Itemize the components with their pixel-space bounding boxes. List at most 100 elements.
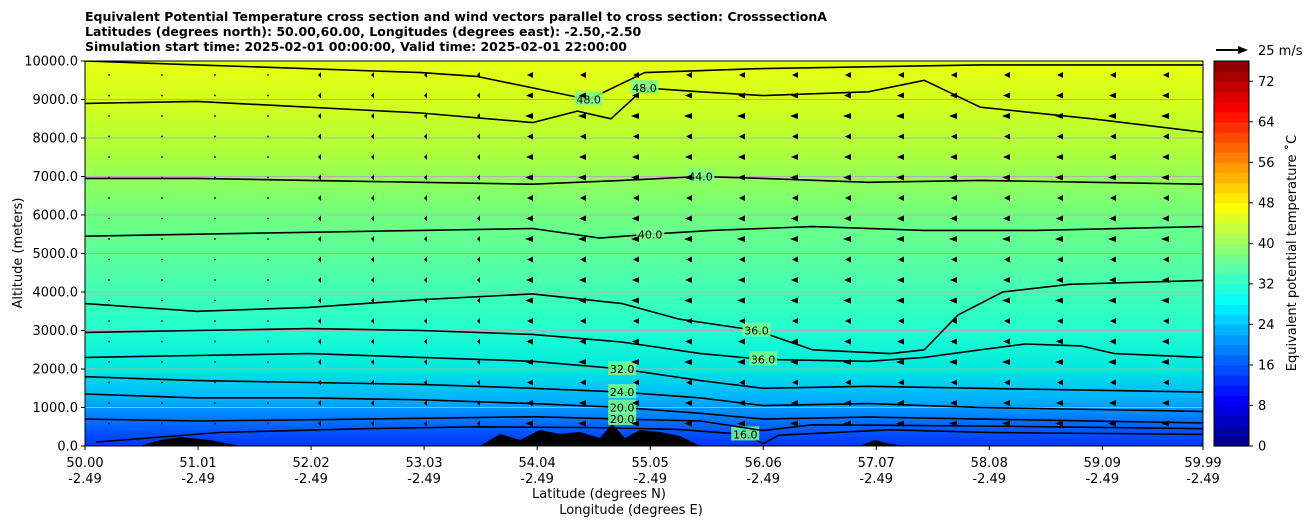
wind-vector (1163, 72, 1169, 78)
x-tick-label-lat: 55.05 (632, 456, 669, 471)
wind-vector (108, 238, 110, 240)
wind-vector (424, 174, 427, 181)
colorbar-band (1214, 212, 1249, 224)
colorbar-band (1214, 121, 1249, 133)
isentrope-label-bg (731, 426, 760, 441)
colorbar-band (1214, 334, 1249, 346)
wind-vector (477, 420, 480, 427)
wind-vector (845, 256, 851, 263)
wind-vector (424, 277, 427, 283)
wind-vector (633, 256, 639, 263)
wind-vector (685, 215, 692, 222)
isentrope-label: 48.0 (632, 82, 657, 95)
wind-vector (951, 318, 957, 324)
wind-vector (579, 92, 586, 99)
colorbar-band (1214, 61, 1249, 72)
colorbar-band (1214, 354, 1249, 366)
colorbar-band (1214, 131, 1249, 143)
wind-vector (477, 297, 480, 304)
wind-vector (161, 258, 163, 261)
colorbar-band (1214, 435, 1249, 447)
wind-vector (318, 338, 321, 345)
wind-vector (1003, 400, 1010, 406)
wind-vector (424, 133, 427, 140)
wind-vector (161, 279, 163, 281)
wind-vector (684, 359, 692, 365)
wind-vector (633, 318, 639, 324)
wind-vector (949, 420, 957, 427)
wind-vector (267, 340, 269, 343)
wind-vector (1110, 318, 1116, 324)
wind-vector (1002, 420, 1010, 427)
colorbar-band (1214, 253, 1249, 265)
wind-vector (1163, 195, 1169, 201)
wind-vector (684, 236, 692, 242)
wind-vector (1003, 215, 1010, 222)
wind-vector (686, 256, 692, 263)
wind-vector (898, 256, 904, 263)
y-tick-label: 2000.0 (33, 363, 79, 378)
wind-vector (318, 174, 321, 181)
wind-vector (896, 297, 904, 304)
wind-vector (108, 258, 110, 261)
wind-vector (896, 236, 904, 242)
wind-vector (951, 195, 957, 201)
wind-vector (214, 197, 216, 199)
wind-vector (214, 217, 216, 220)
wind-vector (950, 215, 957, 222)
colorbar-band (1214, 142, 1249, 153)
colorbar-band (1214, 304, 1249, 315)
wind-vector (898, 318, 904, 324)
wind-vector (1002, 174, 1010, 181)
wind-vector (1162, 277, 1169, 283)
wind-vector (1056, 338, 1063, 345)
wind-vector (1056, 277, 1063, 283)
isentrope-label-bg (749, 351, 778, 366)
wind-vector (632, 92, 639, 99)
wind-vector (897, 338, 904, 345)
wind-vector (737, 236, 745, 242)
wind-vector (791, 277, 798, 283)
wind-vector (108, 156, 110, 158)
wind-vector (267, 258, 269, 261)
wind-vector (161, 299, 163, 302)
wind-vector (1056, 92, 1063, 99)
wind-vector (1162, 215, 1169, 222)
wind-vector (1004, 256, 1010, 263)
colorbar-band (1214, 172, 1249, 184)
wind-vector (371, 92, 374, 99)
wind-vector (214, 258, 216, 261)
wind-vector (108, 299, 110, 302)
wind-vector (161, 402, 163, 404)
wind-vector (1004, 379, 1010, 386)
colorbar-band (1214, 71, 1249, 82)
wind-vector (580, 318, 586, 324)
wind-vector (790, 420, 798, 427)
wind-vector (267, 176, 269, 179)
wind-vector (477, 379, 480, 386)
wind-vector (791, 338, 798, 345)
wind-vector (844, 277, 851, 283)
title-line-1: Equivalent Potential Temperature cross s… (85, 9, 827, 24)
isentrope-label: 16.0 (733, 428, 758, 441)
wind-vector (424, 72, 427, 78)
wind-vector (424, 195, 427, 201)
isentrope-label: 20.0 (610, 402, 635, 415)
wind-vector (477, 400, 480, 406)
wind-vector (578, 174, 586, 181)
colorbar-tick-label: 8 (1258, 399, 1266, 414)
title-line-2: Latitudes (degrees north): 50.00,60.00, … (85, 24, 642, 39)
wind-vector (214, 279, 216, 281)
wind-vector (371, 277, 374, 283)
wind-vector (843, 297, 851, 304)
colorbar-band (1214, 395, 1249, 407)
colorbar-band (1214, 344, 1249, 356)
x-tick-label-lon: -2.49 (520, 472, 554, 487)
x-tick-label-lat: 53.03 (405, 456, 442, 471)
colorbar-band (1214, 314, 1249, 326)
wind-vector (897, 92, 904, 99)
wind-vector (371, 174, 374, 181)
chart-title: Equivalent Potential Temperature cross s… (85, 9, 827, 54)
wind-vector (738, 277, 745, 283)
x-tick-label-lon: -2.49 (633, 472, 667, 487)
